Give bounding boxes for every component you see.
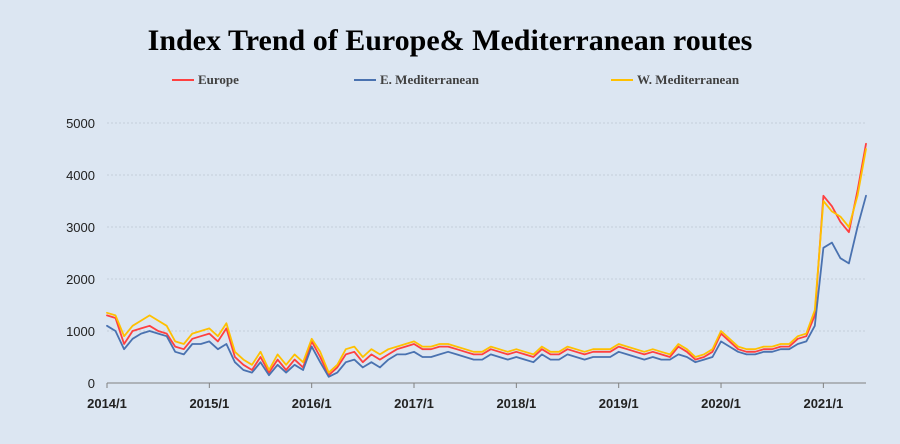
y-tick-label: 1000	[66, 324, 95, 339]
series-group	[106, 142, 867, 378]
x-tick-label: 2020/1	[701, 396, 741, 411]
legend-label: Europe	[198, 72, 239, 87]
x-tick-label: 2016/1	[292, 396, 332, 411]
legend-label: E. Mediterranean	[380, 72, 480, 87]
series-line-europe	[106, 142, 867, 377]
y-tick-label: 2000	[66, 272, 95, 287]
series-line-e-mediterranean	[106, 194, 867, 378]
y-tick-label: 3000	[66, 220, 95, 235]
x-tick-label: 2018/1	[496, 396, 536, 411]
series-line-w-mediterranean	[106, 148, 867, 374]
x-tick-label: 2021/1	[803, 396, 843, 411]
x-tick-label: 2014/1	[87, 396, 127, 411]
x-tick-label: 2015/1	[189, 396, 229, 411]
chart-title: Index Trend of Europe& Mediterranean rou…	[148, 24, 753, 57]
legend: Europe E. Mediterranean W. Mediterranean	[172, 72, 740, 87]
x-tick-label: 2019/1	[599, 396, 639, 411]
y-axis: 0 1000 2000 3000 4000 5000	[66, 116, 95, 391]
y-tick-label: 5000	[66, 116, 95, 131]
legend-label: W. Mediterranean	[637, 72, 740, 87]
y-tick-label: 4000	[66, 168, 95, 183]
gridlines	[107, 122, 866, 332]
x-axis: 2014/1 2015/1 2016/1 2017/1 2018/1 2019/1 2020…	[87, 382, 866, 411]
y-tick-label: 0	[88, 376, 95, 391]
x-tick-label: 2017/1	[394, 396, 434, 411]
